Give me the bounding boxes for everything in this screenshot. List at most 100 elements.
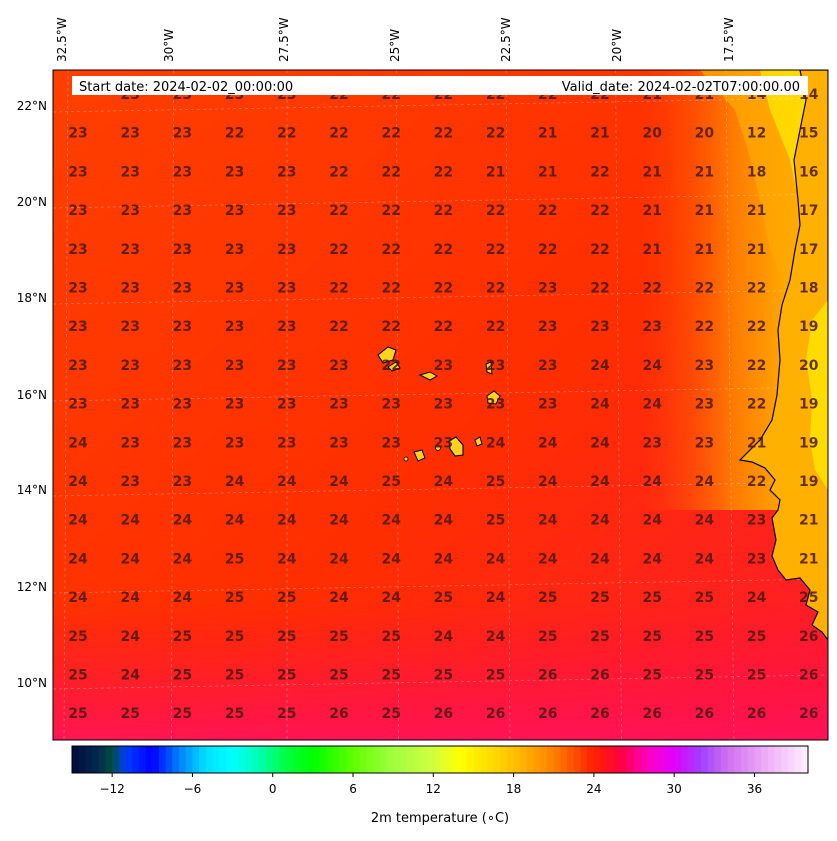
temperature-value: 23 bbox=[747, 551, 766, 567]
temperature-value: 20 bbox=[799, 358, 819, 374]
temperature-value-labels: 2323232322222222222221211414232323222222… bbox=[68, 87, 819, 722]
temperature-value: 26 bbox=[538, 706, 557, 722]
temperature-value: 24 bbox=[747, 590, 767, 606]
temperature-value: 22 bbox=[590, 242, 609, 258]
temperature-value: 24 bbox=[590, 435, 610, 451]
temperature-value: 24 bbox=[486, 435, 506, 451]
colorbar-segment bbox=[660, 746, 669, 773]
temperature-value: 25 bbox=[642, 668, 661, 684]
temperature-value: 22 bbox=[329, 281, 348, 297]
colorbar-segment bbox=[721, 746, 729, 773]
temperature-value: 23 bbox=[277, 435, 296, 451]
temperature-value: 24 bbox=[68, 590, 88, 606]
temperature-value: 23 bbox=[120, 126, 139, 142]
temperature-value: 24 bbox=[381, 513, 401, 529]
colorbar-segment bbox=[453, 746, 461, 773]
temperature-value: 23 bbox=[225, 242, 244, 258]
temperature-value: 25 bbox=[695, 629, 714, 645]
temperature-value: 22 bbox=[486, 319, 505, 335]
lat-tick-label: 20°N bbox=[17, 195, 47, 209]
colorbar-segment bbox=[118, 746, 127, 773]
colorbar-tick-label: 6 bbox=[349, 782, 357, 796]
colorbar-segment bbox=[339, 746, 347, 773]
colorbar-segment bbox=[259, 746, 267, 773]
temperature-value: 23 bbox=[277, 164, 296, 180]
colorbar-segment bbox=[506, 746, 515, 773]
temperature-value: 26 bbox=[538, 668, 557, 684]
colorbar-segment bbox=[199, 746, 207, 773]
temperature-value: 22 bbox=[590, 281, 609, 297]
temperature-value: 21 bbox=[695, 164, 714, 180]
temperature-value: 24 bbox=[68, 474, 88, 490]
temperature-value: 23 bbox=[173, 435, 192, 451]
colorbar-segment bbox=[593, 746, 602, 773]
colorbar-segment bbox=[192, 746, 200, 773]
temperature-value: 25 bbox=[173, 629, 192, 645]
temperature-value: 23 bbox=[486, 358, 505, 374]
temperature-value: 22 bbox=[434, 281, 453, 297]
temperature-value: 23 bbox=[434, 397, 453, 413]
temperature-value: 21 bbox=[799, 513, 818, 529]
colorbar-segment bbox=[774, 746, 782, 773]
temperature-value: 24 bbox=[486, 629, 506, 645]
temperature-value: 24 bbox=[120, 551, 140, 567]
colorbar-segment bbox=[299, 746, 307, 773]
colorbar-segment bbox=[419, 746, 428, 773]
colorbar-segment bbox=[413, 746, 421, 773]
temperature-value: 24 bbox=[538, 474, 558, 490]
colorbar-tick-label: 18 bbox=[506, 782, 521, 796]
temperature-value: 25 bbox=[486, 474, 505, 490]
temperature-value: 24 bbox=[590, 513, 610, 529]
temperature-value: 23 bbox=[695, 358, 714, 374]
land-and-coastline bbox=[738, 70, 828, 641]
temperature-value: 26 bbox=[799, 668, 818, 684]
temperature-value: 23 bbox=[225, 358, 244, 374]
temperature-value: 25 bbox=[486, 668, 505, 684]
temperature-value: 23 bbox=[695, 435, 714, 451]
temperature-value: 22 bbox=[381, 319, 400, 335]
colorbar-segment bbox=[520, 746, 528, 773]
colorbar-segment bbox=[560, 746, 568, 773]
colorbar-segment bbox=[634, 746, 642, 773]
temperature-value: 26 bbox=[590, 706, 609, 722]
temperature-value: 22 bbox=[381, 203, 400, 219]
temperature-value: 25 bbox=[68, 668, 87, 684]
temperature-value: 22 bbox=[747, 474, 766, 490]
temperature-value: 25 bbox=[642, 590, 661, 606]
colorbar-segment bbox=[567, 746, 575, 773]
temperature-value: 22 bbox=[747, 358, 766, 374]
temperature-value: 22 bbox=[695, 319, 714, 335]
colorbar-segment bbox=[440, 746, 448, 773]
colorbar-segment bbox=[547, 746, 555, 773]
lon-tick-label: 32.5°W bbox=[55, 17, 69, 62]
colorbar-segment bbox=[306, 746, 314, 773]
colorbar-tick-label: 30 bbox=[667, 782, 682, 796]
temperature-value: 23 bbox=[120, 164, 139, 180]
colorbar-segment bbox=[426, 746, 434, 773]
header-box bbox=[72, 76, 808, 95]
colorbar-segment bbox=[359, 746, 367, 773]
temperature-value: 24 bbox=[434, 551, 454, 567]
temperature-value: 23 bbox=[225, 397, 244, 413]
colorbar-segment bbox=[272, 746, 281, 773]
temperature-value: 25 bbox=[538, 590, 557, 606]
temperature-value: 23 bbox=[120, 242, 139, 258]
temperature-value: 24 bbox=[538, 551, 558, 567]
temperature-value: 23 bbox=[68, 397, 87, 413]
temperature-value: 12 bbox=[747, 126, 766, 142]
meridian-line bbox=[171, 70, 174, 740]
temperature-value: 24 bbox=[642, 551, 662, 567]
colorbar-segment bbox=[138, 746, 147, 773]
colorbar-segment bbox=[239, 746, 247, 773]
colorbar-segment bbox=[493, 746, 501, 773]
temperature-value: 24 bbox=[173, 551, 193, 567]
temperature-value: 24 bbox=[329, 551, 349, 567]
temperature-value: 23 bbox=[277, 319, 296, 335]
lon-tick-label: 22.5°W bbox=[499, 17, 513, 62]
temperature-value: 23 bbox=[486, 397, 505, 413]
temperature-value: 25 bbox=[225, 551, 244, 567]
colorbar-segment bbox=[252, 746, 260, 773]
temperature-value: 25 bbox=[225, 668, 244, 684]
colorbar-tick-label: −12 bbox=[99, 782, 124, 796]
temperature-value: 22 bbox=[381, 126, 400, 142]
